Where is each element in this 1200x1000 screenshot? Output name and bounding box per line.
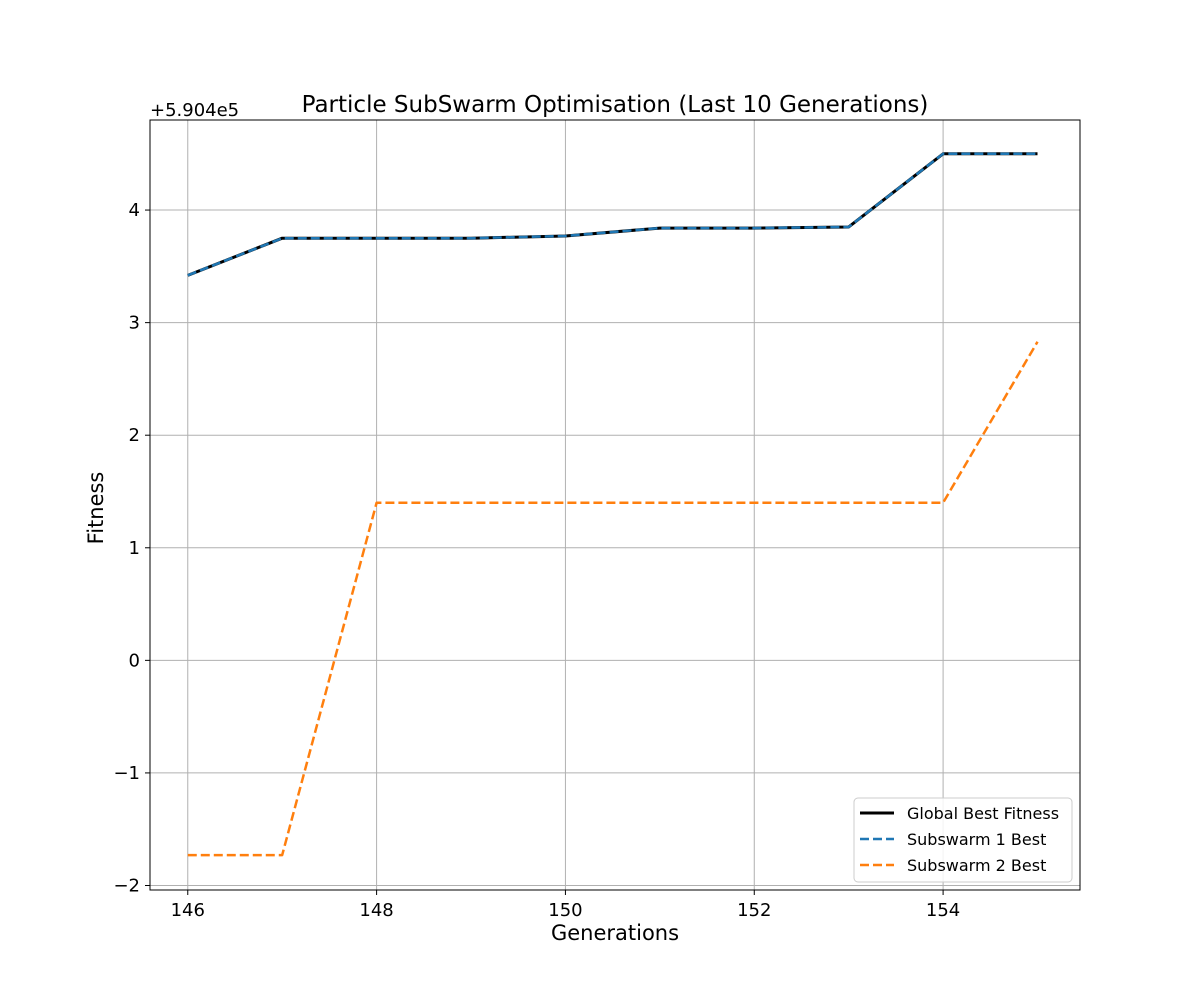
- series-line-2: [187, 152, 1038, 277]
- y-tick-label: −2: [113, 875, 140, 896]
- x-tick-label: 146: [171, 900, 205, 921]
- legend-label: Global Best Fitness: [907, 804, 1059, 823]
- series-layer: [187, 152, 1039, 857]
- y-tick-label: 0: [129, 650, 140, 671]
- legend: Global Best Fitness Subswarm 1 Best Subswa…: [853, 797, 1073, 883]
- y-tick-label: 2: [129, 425, 140, 446]
- legend-label: Subswarm 1 Best: [907, 830, 1046, 849]
- plot-frame: [149, 119, 1081, 891]
- ticks: 146 148 150 152 154 −2 −1 0 1 2 3 4: [113, 200, 960, 921]
- y-tick-label: 3: [129, 313, 140, 334]
- legend-box: [853, 797, 1073, 883]
- y-tick-label: −1: [113, 763, 140, 784]
- y-tick-label: 1: [129, 538, 140, 559]
- y-tick-label: 4: [129, 200, 140, 221]
- x-axis-label: Generations: [551, 921, 679, 945]
- y-axis-label: Fitness: [84, 472, 108, 545]
- x-tick-label: 148: [359, 900, 393, 921]
- legend-label: Subswarm 2 Best: [907, 856, 1046, 875]
- series-line-3: [187, 341, 1039, 857]
- x-tick-label: 152: [737, 900, 771, 921]
- y-offset-label: +5.904e5: [150, 100, 239, 121]
- x-tick-label: 154: [926, 900, 960, 921]
- x-tick-label: 150: [548, 900, 582, 921]
- chart-title: Particle SubSwarm Optimisation (Last 10 …: [302, 92, 929, 118]
